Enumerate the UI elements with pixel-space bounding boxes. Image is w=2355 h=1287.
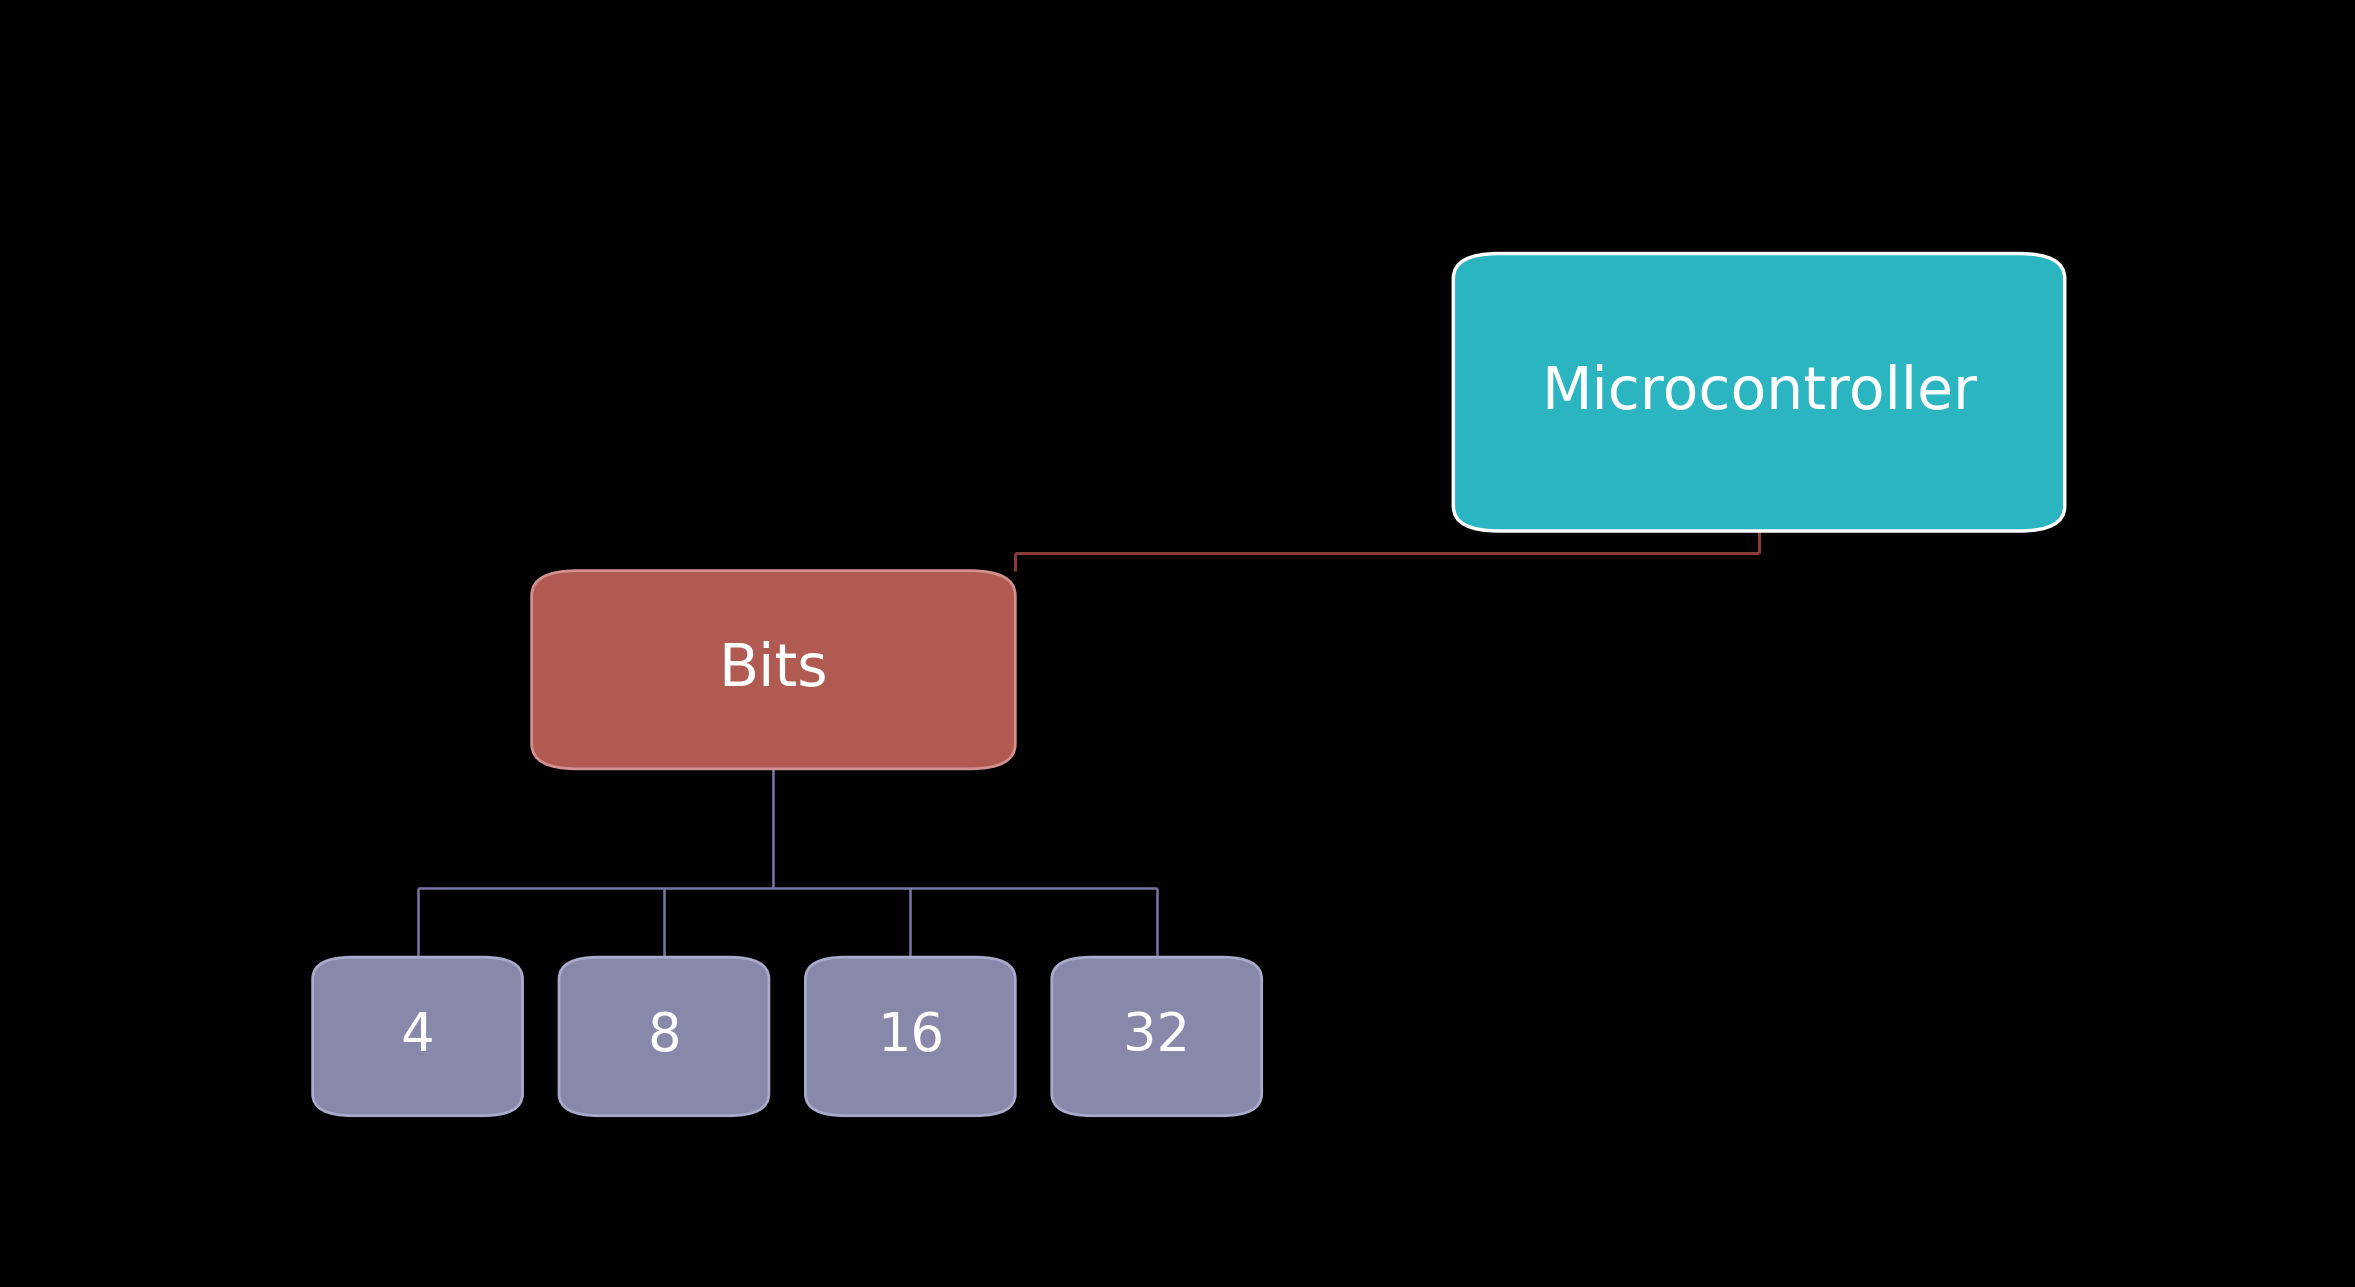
Text: 8: 8 — [648, 1010, 681, 1063]
FancyBboxPatch shape — [558, 958, 768, 1116]
FancyBboxPatch shape — [313, 958, 523, 1116]
FancyBboxPatch shape — [1453, 254, 2065, 532]
Text: 16: 16 — [876, 1010, 944, 1063]
FancyBboxPatch shape — [532, 570, 1015, 768]
Text: Bits: Bits — [718, 641, 829, 699]
Text: 4: 4 — [400, 1010, 433, 1063]
FancyBboxPatch shape — [805, 958, 1015, 1116]
Text: Microcontroller: Microcontroller — [1540, 364, 1978, 421]
FancyBboxPatch shape — [1053, 958, 1262, 1116]
Text: 32: 32 — [1123, 1010, 1189, 1063]
